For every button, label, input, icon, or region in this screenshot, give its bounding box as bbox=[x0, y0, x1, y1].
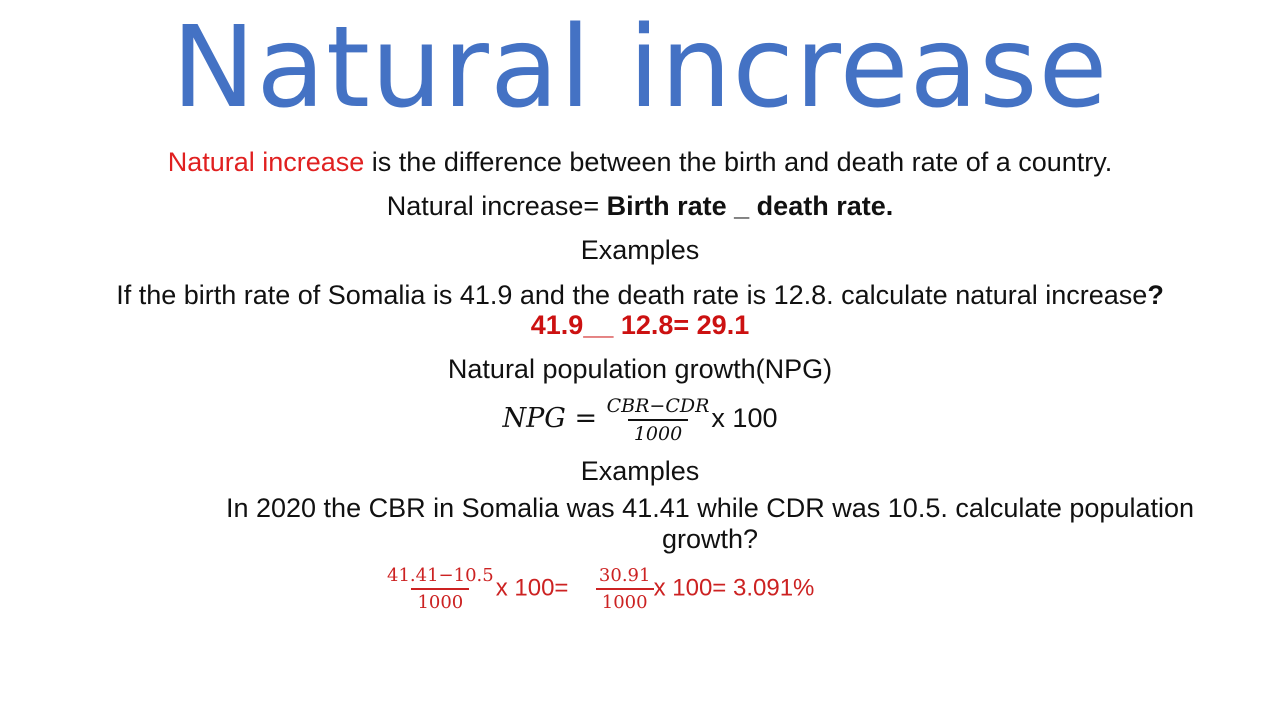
answer-fraction-2: 30.91 1000 bbox=[595, 565, 654, 613]
npg-numerator: CBR−CDR bbox=[606, 395, 710, 417]
natural-increase-formula: Natural increase= Birth rate _ death rat… bbox=[0, 190, 1280, 222]
example-answer-1: 41.9__ 12.8= 29.1 bbox=[530, 310, 750, 340]
slide-title: Natural increase bbox=[171, 3, 1109, 133]
npg-suffix: x 100 bbox=[711, 403, 778, 434]
answer-fraction-2-numerator: 30.91 bbox=[598, 565, 651, 586]
npg-formula: NPG = CBR−CDR 1000 x 100 bbox=[0, 395, 1280, 445]
question-1-mark: ? bbox=[1147, 280, 1164, 310]
answer-fraction-1-denominator: 1000 bbox=[411, 588, 470, 613]
answer-mid-text: x 100= bbox=[495, 574, 569, 602]
definition-line: Natural increase is the difference betwe… bbox=[0, 146, 1280, 178]
answer-fraction-2-denominator: 1000 bbox=[595, 588, 654, 613]
example-answer-2: 41.41−10.5 1000 x 100= 30.91 1000 x 100=… bbox=[385, 565, 814, 613]
example-question-1: If the birth rate of Somalia is 41.9 and… bbox=[0, 279, 1280, 311]
definition-term: Natural increase bbox=[167, 147, 365, 177]
answer-fraction-1: 41.41−10.5 1000 bbox=[385, 565, 496, 613]
npg-lhs: NPG = bbox=[502, 403, 598, 435]
examples-heading-2: Examples bbox=[580, 456, 700, 486]
npg-heading: Natural population growth(NPG) bbox=[447, 354, 833, 384]
npg-fraction: CBR−CDR 1000 bbox=[605, 395, 712, 445]
definition-text: is the difference between the birth and … bbox=[364, 147, 1113, 177]
question-1-text: If the birth rate of Somalia is 41.9 and… bbox=[116, 280, 1148, 310]
npg-denominator: 1000 bbox=[627, 419, 689, 445]
formula-label: Natural increase= bbox=[386, 191, 607, 221]
formula-expression: Birth rate _ death rate. bbox=[606, 191, 894, 221]
examples-heading-1: Examples bbox=[580, 235, 700, 265]
answer-fraction-1-numerator: 41.41−10.5 bbox=[387, 565, 494, 586]
answer-result: x 100= 3.091% bbox=[653, 574, 815, 602]
example-question-2: In 2020 the CBR in Somalia was 41.41 whi… bbox=[225, 493, 1195, 554]
